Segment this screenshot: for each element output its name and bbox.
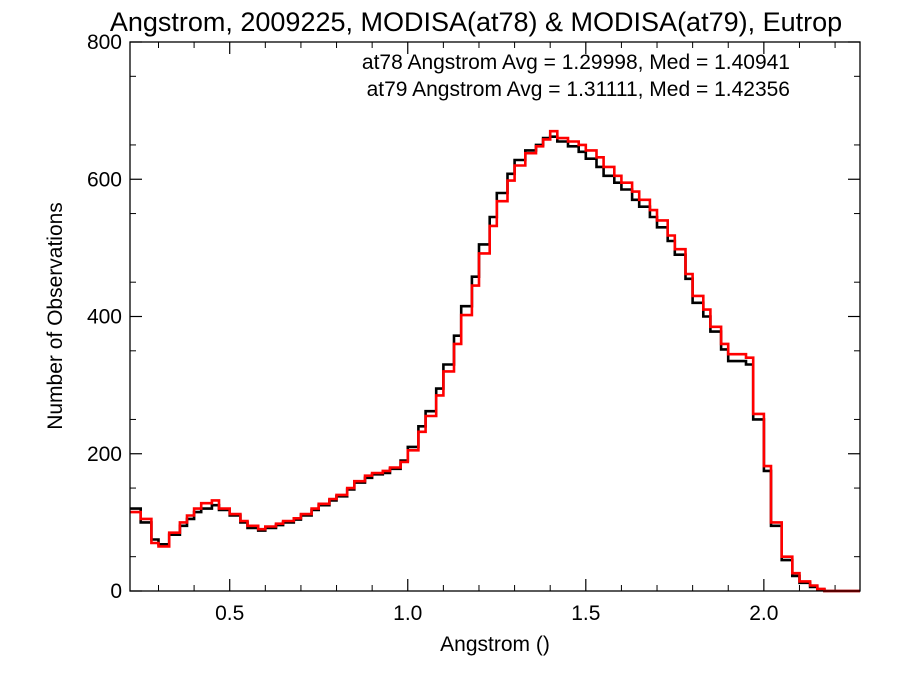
x-tick-label: 0.5 bbox=[215, 602, 244, 625]
x-tick-label: 1.5 bbox=[571, 602, 600, 625]
chart-title: Angstrom, 2009225, MODISA(at78) & MODISA… bbox=[110, 7, 842, 37]
annotation-at78: at78 Angstrom Avg = 1.29998, Med = 1.409… bbox=[362, 51, 790, 74]
plot-frame bbox=[129, 41, 861, 592]
y-axis-label: Number of Observations bbox=[44, 202, 67, 430]
x-tick-label: 2.0 bbox=[749, 602, 778, 625]
annotation-at79: at79 Angstrom Avg = 1.31111, Med = 1.423… bbox=[367, 78, 790, 101]
tick-layer: 0 200 400 600 800 0.5 1.0 1.5 2.0 bbox=[87, 31, 860, 625]
series-layer bbox=[130, 129, 860, 593]
y-tick-label: 400 bbox=[87, 306, 122, 329]
y-tick-label: 600 bbox=[87, 168, 122, 191]
x-tick-label: 1.0 bbox=[393, 602, 422, 625]
y-tick-label: 0 bbox=[110, 580, 122, 603]
x-axis-label: Angstrom () bbox=[440, 633, 550, 656]
series-1-step-line bbox=[130, 129, 860, 593]
y-tick-label: 200 bbox=[87, 443, 122, 466]
y-tick-label: 800 bbox=[87, 31, 122, 54]
